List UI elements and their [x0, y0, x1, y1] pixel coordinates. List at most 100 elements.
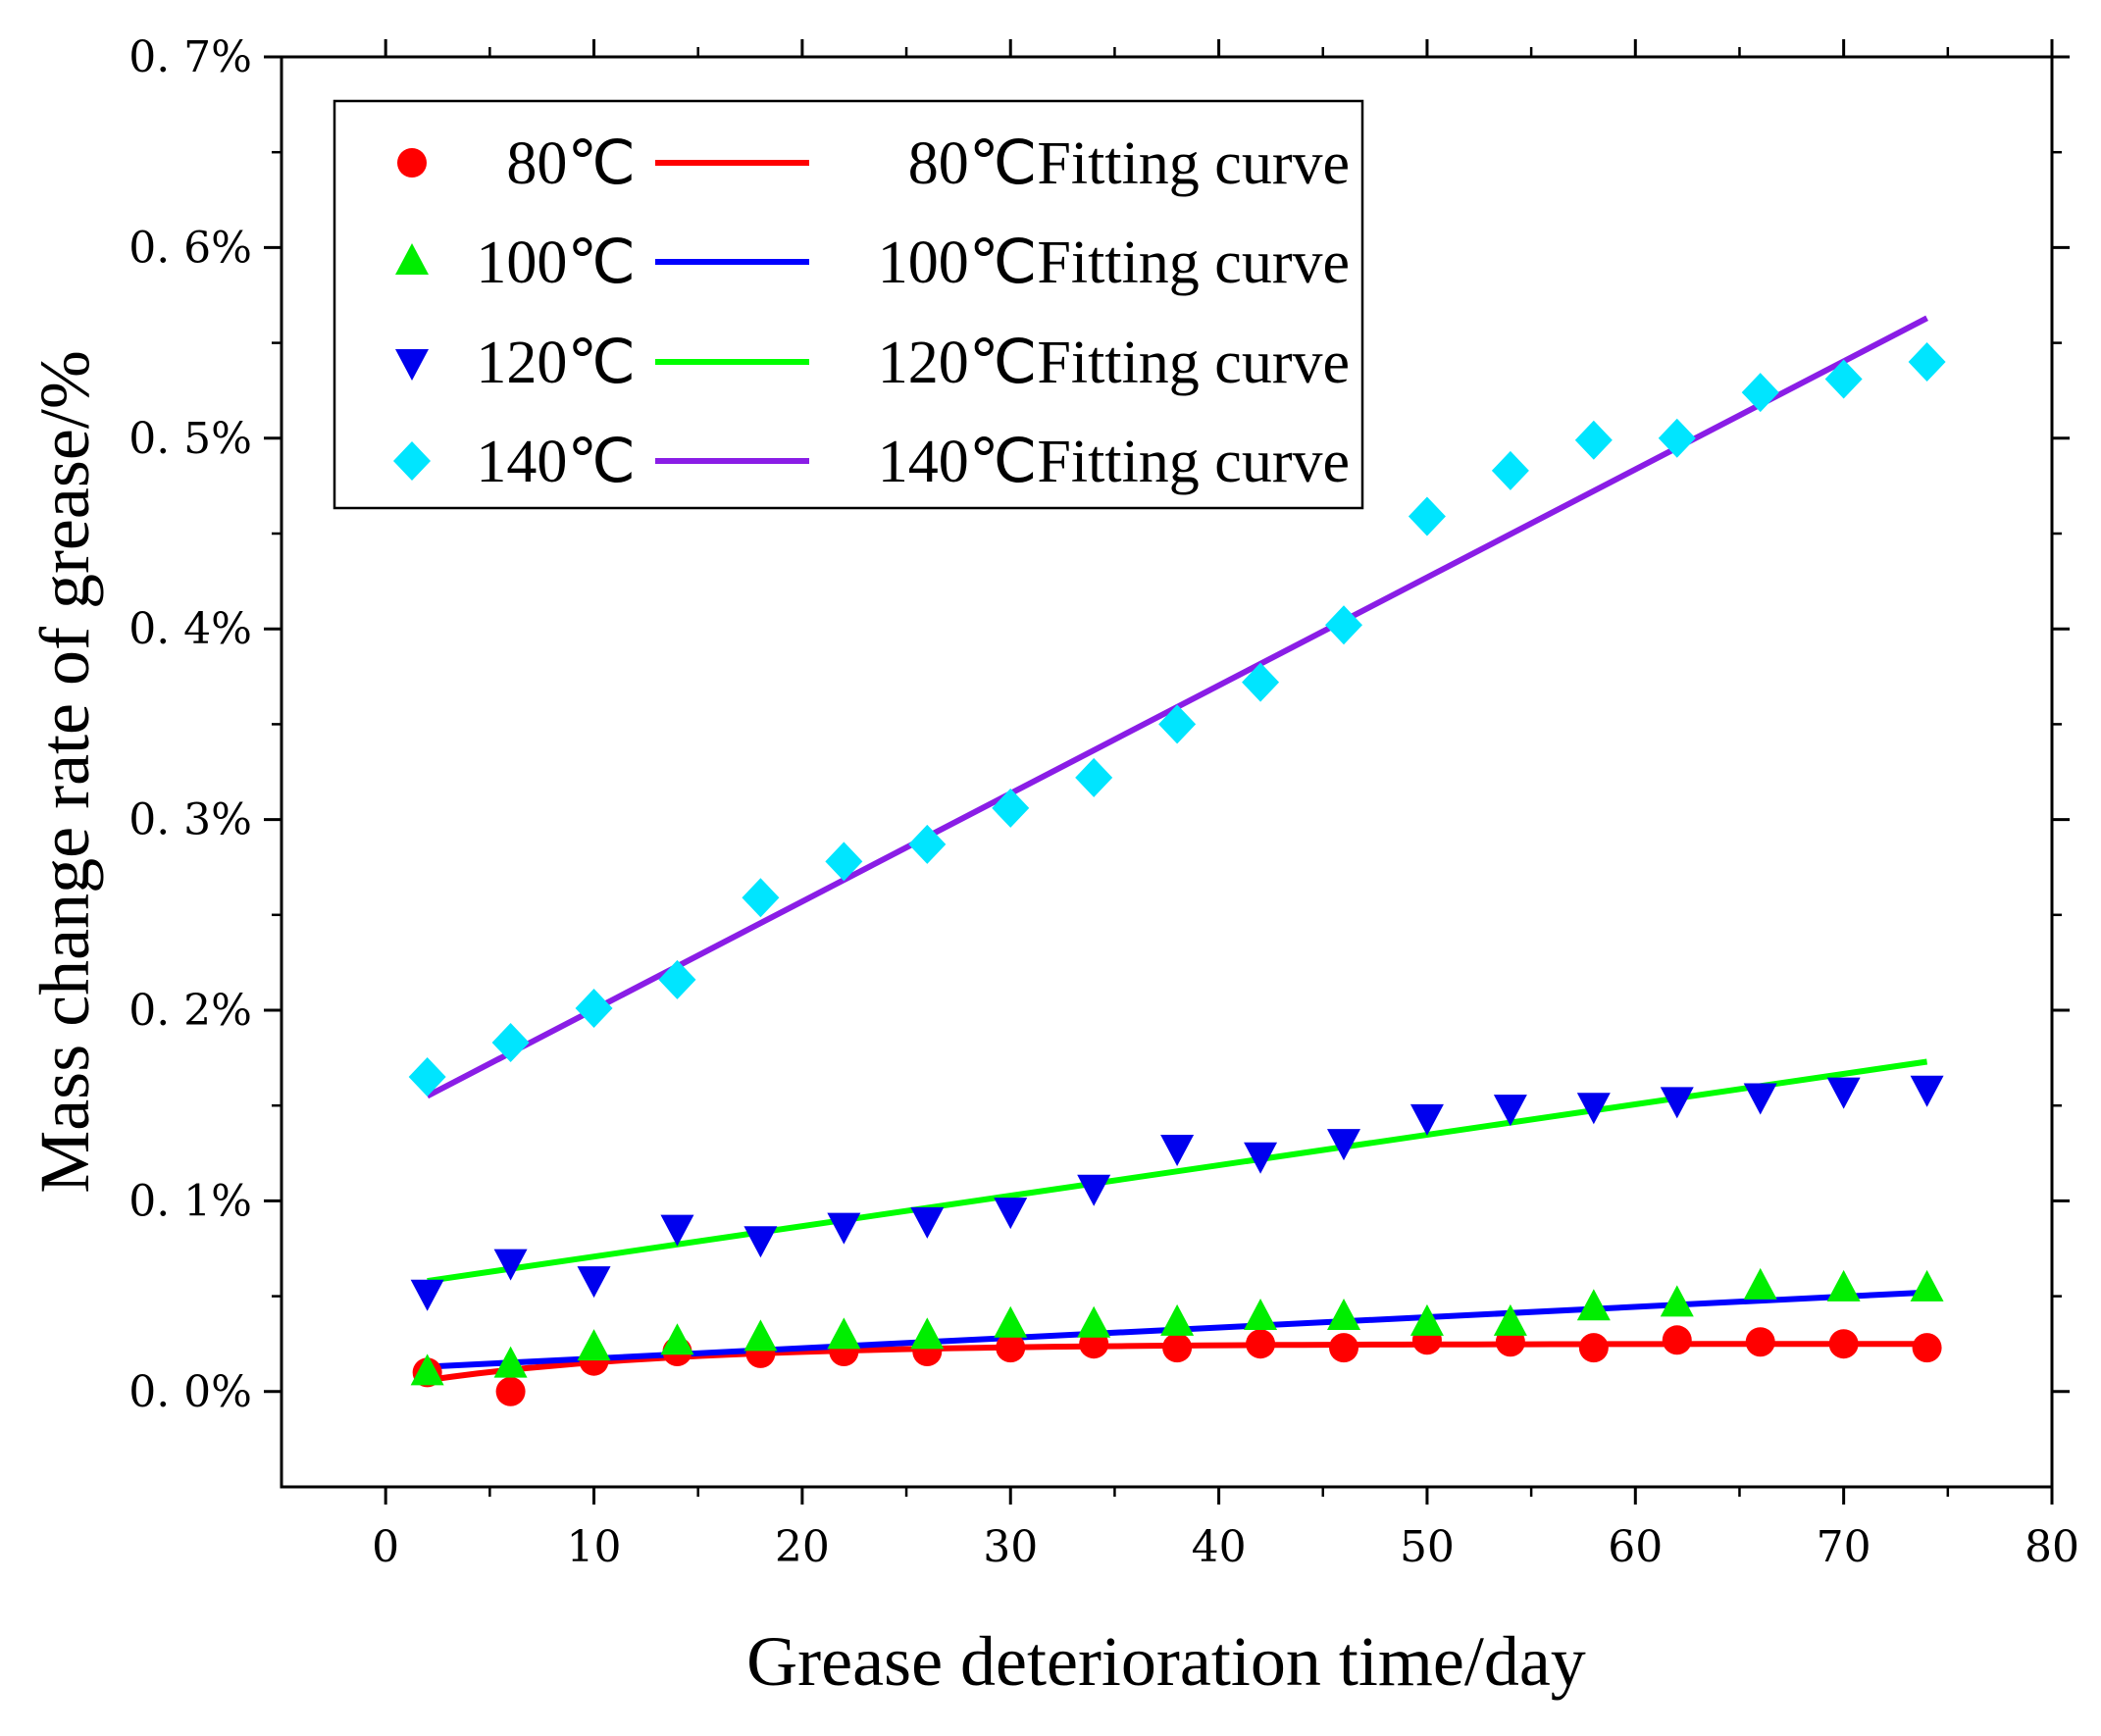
- data-point-2: [493, 1346, 528, 1378]
- data-point-2: [1826, 1269, 1861, 1302]
- data-point-3: [743, 1226, 778, 1258]
- data-point-3: [1244, 1142, 1278, 1174]
- fit-line-3: [427, 1058, 1928, 1285]
- data-point-3: [1493, 1095, 1527, 1127]
- data-point-4: [825, 842, 863, 882]
- data-point-4: [1908, 342, 1946, 383]
- data-point-2: [1743, 1267, 1777, 1300]
- data-point-1: [495, 1376, 526, 1406]
- data-point-1: [1329, 1333, 1358, 1363]
- data-point-2: [827, 1317, 861, 1350]
- data-point-2: [1493, 1303, 1527, 1336]
- legend-fit-label: 80℃Fitting curve: [908, 130, 1350, 197]
- data-point-4: [491, 1023, 530, 1063]
- data-point-3: [577, 1266, 611, 1299]
- legend-fit-label: 140℃Fitting curve: [878, 429, 1350, 495]
- x-tick-label: 0: [372, 1522, 399, 1572]
- legend-fit-label: 100℃Fitting curve: [878, 230, 1350, 296]
- data-point-3: [1826, 1077, 1861, 1109]
- data-point-1: [1162, 1333, 1193, 1363]
- data-point-4: [1491, 450, 1529, 490]
- data-point-3: [1576, 1093, 1611, 1125]
- plot-frame: [280, 55, 2054, 1489]
- x-axis-title: Grease deterioration time/day: [746, 1622, 1586, 1701]
- data-point-4: [1075, 757, 1113, 797]
- data-point-1: [1745, 1327, 1775, 1357]
- x-tick-label: 30: [983, 1522, 1038, 1572]
- data-point-2: [660, 1323, 694, 1355]
- x-tick-label: 20: [775, 1522, 830, 1572]
- x-tick-label: 50: [1400, 1522, 1455, 1572]
- data-point-4: [1408, 496, 1446, 536]
- data-point-2: [1160, 1303, 1195, 1336]
- y-tick-label: 0. 4%: [128, 604, 252, 654]
- legend-series-label: 100℃: [476, 230, 636, 296]
- data-point-2: [1244, 1298, 1278, 1330]
- data-point-1: [1246, 1329, 1276, 1359]
- data-point-2: [994, 1305, 1028, 1338]
- data-point-4: [658, 959, 696, 999]
- legend: 80℃ 80℃Fitting curve 100℃ 100℃Fitting curve…: [333, 99, 1364, 510]
- data-point-2: [910, 1317, 945, 1350]
- data-point-4: [575, 989, 613, 1029]
- data-point-3: [1327, 1129, 1360, 1161]
- data-point-4: [742, 878, 780, 918]
- data-point-3: [910, 1206, 945, 1239]
- data-markers: [408, 342, 1946, 1406]
- y-tick-label: 0. 5%: [128, 414, 252, 464]
- x-tick-label: 10: [567, 1522, 622, 1572]
- data-point-3: [1743, 1083, 1777, 1115]
- data-point-2: [1910, 1269, 1944, 1302]
- y-tick-label: 0. 2%: [128, 986, 252, 1036]
- y-tick-label: 0. 7%: [128, 32, 252, 82]
- data-point-3: [994, 1198, 1028, 1230]
- data-point-4: [1824, 359, 1863, 399]
- data-point-2: [577, 1329, 611, 1361]
- data-point-4: [992, 788, 1030, 828]
- data-point-4: [1574, 420, 1613, 460]
- data-point-4: [1658, 418, 1696, 458]
- data-point-4: [1741, 373, 1779, 413]
- data-point-1: [996, 1333, 1026, 1363]
- data-point-3: [827, 1212, 861, 1245]
- data-point-2: [743, 1319, 778, 1352]
- y-tick-label: 0. 1%: [128, 1176, 252, 1226]
- x-tick-label: 40: [1192, 1522, 1247, 1572]
- data-point-2: [410, 1353, 444, 1386]
- legend-series-label: 140℃: [476, 429, 636, 495]
- data-point-1: [1578, 1333, 1609, 1363]
- data-point-2: [1077, 1305, 1111, 1338]
- data-point-3: [1910, 1075, 1944, 1107]
- data-point-3: [1660, 1087, 1694, 1119]
- y-axis-title: Mass change rate of grease/%: [26, 350, 104, 1194]
- x-tick-label: 70: [1817, 1522, 1871, 1572]
- data-point-3: [1160, 1134, 1195, 1166]
- data-point-1: [1828, 1329, 1859, 1359]
- data-point-4: [1242, 662, 1280, 702]
- legend-series-label: 120℃: [476, 330, 636, 396]
- legend-marker-3: [395, 349, 429, 381]
- legend-marker-2: [395, 243, 429, 275]
- legend-marker-1: [397, 148, 427, 178]
- x-tick-label: 60: [1608, 1522, 1663, 1572]
- data-point-2: [1327, 1298, 1360, 1330]
- data-point-4: [1325, 605, 1362, 645]
- data-point-2: [1409, 1303, 1444, 1336]
- data-point-4: [408, 1057, 446, 1098]
- data-point-3: [660, 1214, 694, 1247]
- data-point-2: [1576, 1289, 1611, 1321]
- legend-fit-label: 120℃Fitting curve: [878, 330, 1350, 396]
- y-tick-label: 0. 6%: [128, 223, 252, 273]
- data-point-3: [493, 1249, 528, 1281]
- data-point-3: [410, 1279, 444, 1311]
- data-point-3: [1409, 1103, 1444, 1136]
- data-point-4: [1158, 704, 1197, 744]
- y-tick-label: 0. 3%: [128, 795, 252, 845]
- axis-ticks: 0 10 20 30 40 50 60 70 80 0. 0% 0. 1% 0. 2% 0. 3% 0. …: [128, 32, 2079, 1572]
- legend-box: [333, 99, 1364, 510]
- data-point-2: [1660, 1285, 1694, 1317]
- data-point-1: [1912, 1333, 1942, 1363]
- y-tick-label: 0. 0%: [128, 1367, 252, 1417]
- data-point-1: [1662, 1325, 1692, 1355]
